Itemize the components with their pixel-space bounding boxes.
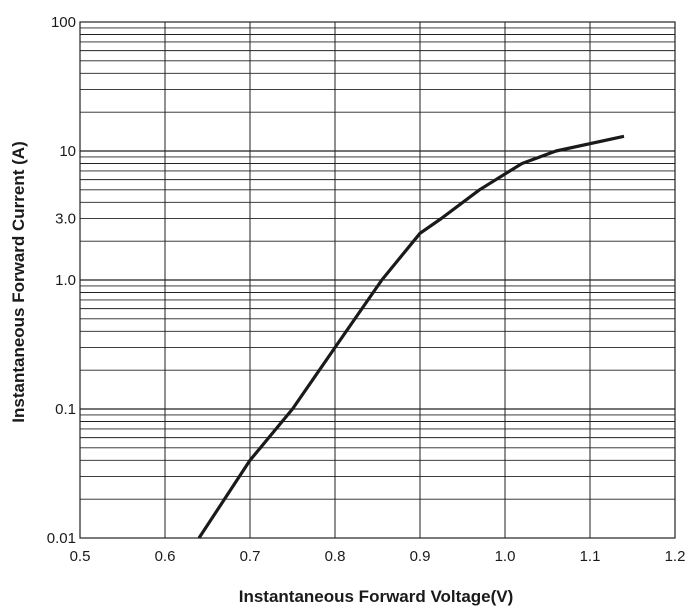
y-tick-label: 10 [59, 143, 76, 160]
series-layer [197, 134, 625, 539]
x-tick-label: 0.6 [155, 548, 176, 565]
x-tick-label: 1.0 [495, 548, 516, 565]
x-tick-label: 0.5 [70, 548, 91, 565]
y-tick-label: 3.0 [55, 210, 76, 227]
y-tick-label: 0.01 [47, 530, 76, 547]
x-tick-label: 0.8 [325, 548, 346, 565]
y-tick-label: 0.1 [55, 401, 76, 418]
x-tick-label: 0.7 [240, 548, 261, 565]
y-axis-title: Instantaneous Forward Current (A) [9, 141, 28, 422]
y-tick-label: 1.0 [55, 272, 76, 289]
tick-labels: 0.5 0.6 0.7 0.8 0.9 1.0 1.1 1.2 0.01 0.1 1.0 3.0 10 1… [47, 14, 686, 565]
y-tick-label: 100 [51, 14, 76, 31]
x-axis-title: Instantaneous Forward Voltage(V) [239, 587, 514, 606]
x-tick-label: 1.1 [580, 548, 601, 565]
grid [79, 21, 676, 539]
x-tick-label: 0.9 [410, 548, 431, 565]
series-line [197, 134, 625, 539]
x-tick-label: 1.2 [665, 548, 686, 565]
